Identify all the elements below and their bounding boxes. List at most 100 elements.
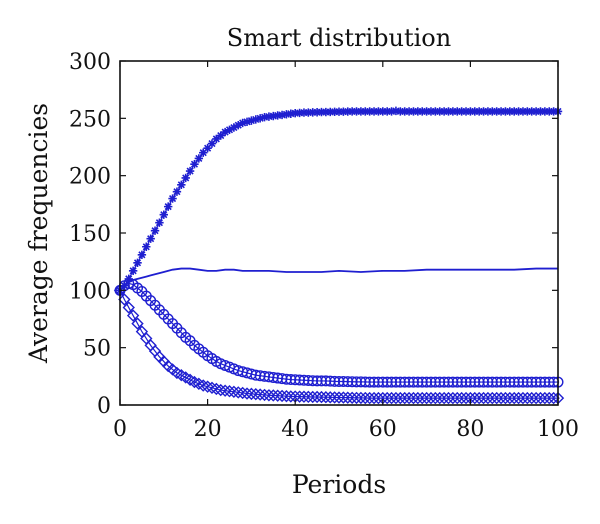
- data-point-diamond: [420, 391, 433, 405]
- data-point-diamond: [446, 391, 460, 405]
- data-point-star: [343, 107, 352, 116]
- data-point-star: [347, 107, 357, 116]
- data-point-circle: [407, 376, 419, 388]
- data-point-diamond: [525, 391, 538, 405]
- data-point-circle: [346, 376, 358, 388]
- data-point-diamond: [543, 391, 556, 405]
- data-point-diamond: [477, 391, 490, 405]
- data-point-circle: [302, 374, 314, 386]
- data-point-star: [163, 202, 173, 211]
- data-point-diamond: [516, 391, 530, 405]
- data-point-star: [199, 148, 208, 157]
- data-point-star: [155, 218, 164, 227]
- data-point-star: [492, 107, 501, 116]
- data-point-circle: [329, 375, 341, 387]
- data-point-circle: [491, 376, 503, 388]
- data-point-diamond: [205, 381, 219, 394]
- data-point-star: [426, 107, 436, 116]
- y-axis-label: Average frequencies: [24, 103, 53, 364]
- data-point-diamond: [416, 391, 429, 405]
- data-point-circle: [280, 373, 292, 385]
- data-point-circle: [530, 376, 542, 388]
- data-point-diamond: [481, 391, 495, 405]
- data-point-diamond: [267, 389, 280, 402]
- data-point-diamond: [280, 389, 293, 403]
- data-point-circle: [294, 374, 306, 386]
- data-point-star: [312, 108, 322, 117]
- data-point-diamond: [534, 391, 547, 405]
- data-point-diamond: [437, 391, 451, 405]
- data-point-diamond: [227, 385, 241, 399]
- data-point-star: [418, 107, 427, 116]
- data-point-circle: [377, 376, 389, 388]
- data-point-diamond: [275, 389, 289, 403]
- data-point-star: [378, 107, 387, 116]
- data-point-diamond: [258, 388, 271, 402]
- data-point-star: [177, 180, 186, 190]
- data-point-circle: [285, 374, 297, 386]
- data-point-diamond: [345, 391, 359, 404]
- data-point-circle: [364, 376, 376, 388]
- data-point-diamond: [337, 391, 350, 404]
- data-point-circle: [421, 376, 433, 388]
- data-point-star: [269, 111, 278, 121]
- data-point-circle: [254, 370, 266, 382]
- data-point-star: [304, 108, 313, 117]
- data-point-diamond: [302, 390, 315, 404]
- data-point-star: [207, 139, 217, 148]
- data-point-diamond: [210, 382, 223, 396]
- data-point-circle: [482, 376, 494, 388]
- y-tick-label: 250: [69, 107, 111, 132]
- data-point-circle: [517, 376, 529, 388]
- series-star: [115, 106, 563, 295]
- y-tick-label: 100: [69, 279, 111, 304]
- data-point-diamond: [249, 388, 262, 401]
- data-point-circle: [403, 376, 415, 388]
- data-point-circle: [289, 374, 301, 386]
- y-axis-ticks: 0 50 100 150 200 250 300: [69, 50, 558, 419]
- x-tick-label: 0: [113, 417, 127, 442]
- series-line: [119, 110, 558, 291]
- data-point-star: [483, 107, 493, 116]
- data-point-circle: [434, 376, 446, 388]
- data-point-diamond: [402, 391, 416, 405]
- data-point-diamond: [218, 384, 232, 397]
- data-point-diamond: [407, 391, 420, 405]
- data-point-star: [247, 116, 256, 125]
- data-point-circle: [368, 376, 380, 388]
- data-point-circle: [451, 376, 463, 388]
- data-point-diamond: [459, 391, 473, 405]
- data-point-diamond: [538, 391, 552, 405]
- data-point-star: [142, 242, 151, 251]
- data-point-diamond: [455, 391, 468, 405]
- data-point-star: [172, 187, 182, 196]
- x-tick-label: 40: [281, 417, 309, 442]
- x-tick-label: 80: [456, 417, 484, 442]
- data-point-circle: [359, 376, 371, 388]
- data-point-diamond: [472, 391, 486, 405]
- data-point-circle: [307, 375, 319, 387]
- data-point-diamond: [442, 391, 455, 405]
- data-point-circle: [298, 374, 310, 386]
- data-point-circle: [324, 375, 336, 387]
- data-point-circle: [508, 376, 520, 388]
- data-point-star: [159, 210, 168, 219]
- data-point-circle: [337, 375, 349, 387]
- data-point-star: [488, 107, 497, 116]
- data-point-circle: [381, 376, 393, 388]
- y-tick-label: 50: [83, 337, 111, 362]
- data-point-circle: [416, 376, 428, 388]
- data-point-diamond: [236, 386, 249, 400]
- data-point-circle: [276, 373, 288, 385]
- data-point-star: [413, 107, 423, 116]
- data-point-circle: [513, 376, 525, 388]
- data-point-diamond: [306, 390, 319, 404]
- data-point-star: [396, 107, 405, 116]
- y-tick-label: 150: [69, 222, 111, 247]
- data-point-star: [212, 134, 221, 144]
- data-point-circle: [259, 370, 271, 382]
- data-point-diamond: [310, 390, 324, 404]
- data-point-diamond: [315, 390, 328, 404]
- data-point-star: [431, 107, 440, 116]
